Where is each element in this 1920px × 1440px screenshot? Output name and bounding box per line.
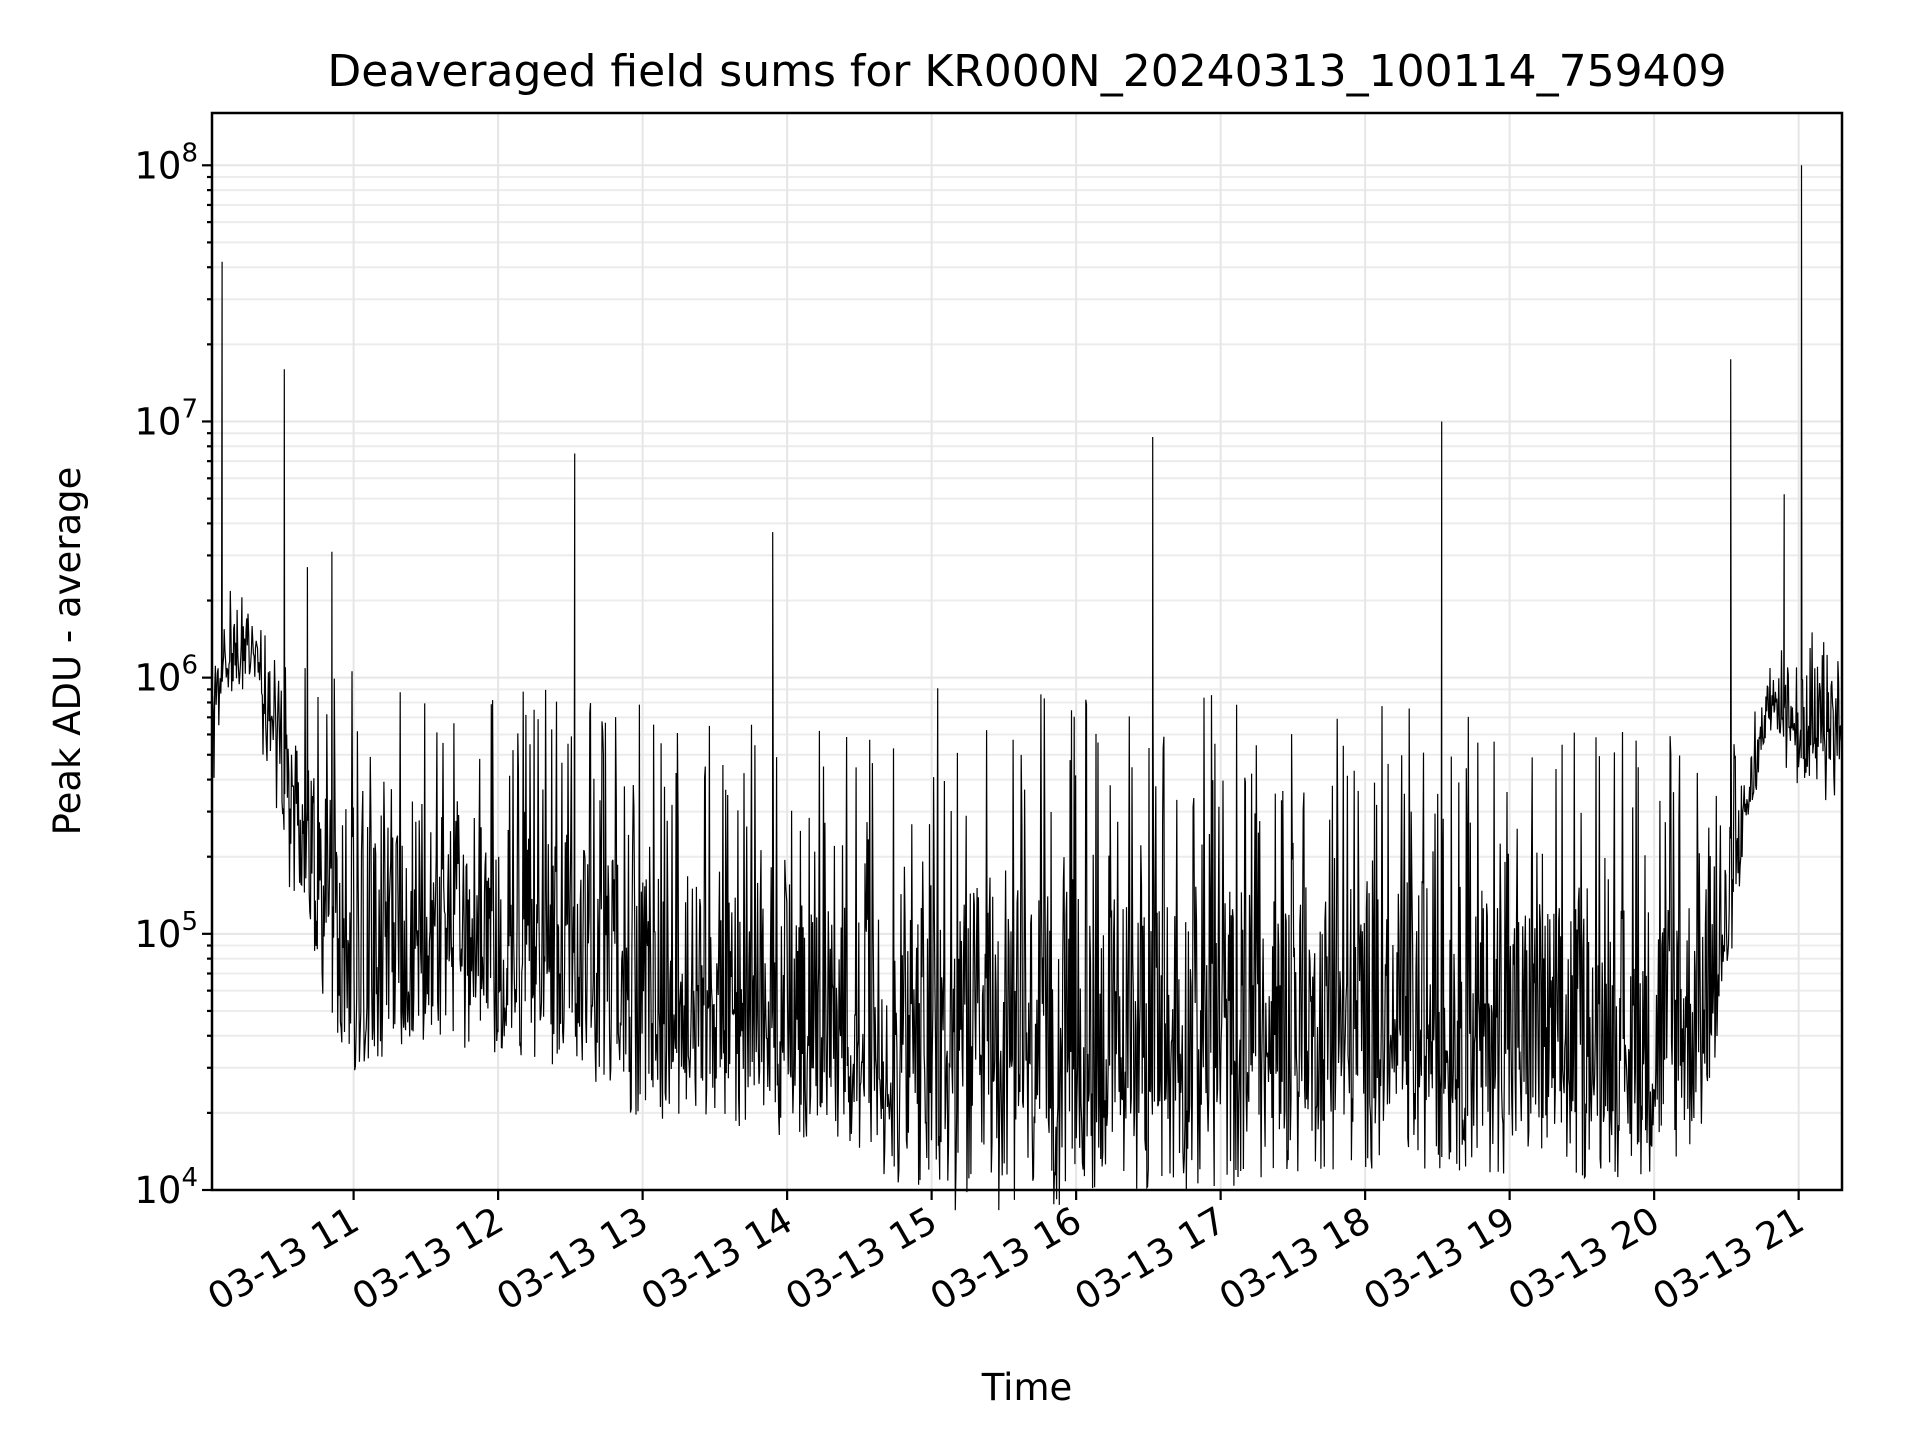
y-axis: 104 105 106 107 108 xyxy=(134,138,212,1212)
x-axis-label: Time xyxy=(981,1366,1073,1409)
series-layer xyxy=(211,165,1843,1211)
y-tick-label: 104 xyxy=(134,1163,198,1212)
chart-title: Deaveraged field sums for KR000N_2024031… xyxy=(327,46,1726,97)
y-tick-label: 107 xyxy=(134,394,198,443)
series-line xyxy=(211,165,1843,1211)
y-tick-label: 105 xyxy=(134,907,198,956)
plot-frame xyxy=(210,111,1844,1192)
y-axis-label: Peak ADU - average xyxy=(46,467,89,836)
y-tick-label: 108 xyxy=(134,138,198,187)
y-tick-label: 106 xyxy=(134,651,198,700)
